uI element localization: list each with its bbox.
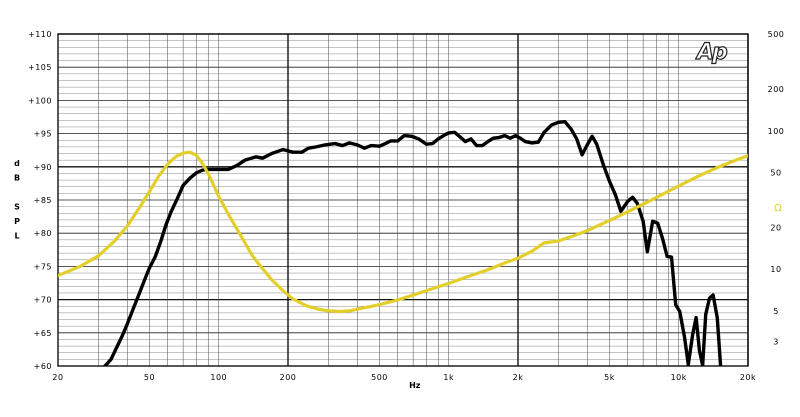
plot-frame bbox=[57, 33, 749, 367]
x-tick-label: 2k bbox=[513, 373, 524, 382]
x-tick-label: 100 bbox=[210, 373, 227, 382]
x-tick-label: 200 bbox=[280, 373, 297, 382]
y-tick-label: +70 bbox=[34, 296, 52, 305]
y-tick-label: +85 bbox=[34, 196, 52, 205]
y-tick-label: +105 bbox=[28, 63, 52, 72]
x-tick-label: 10k bbox=[671, 373, 687, 382]
y-axis-label-char: P bbox=[14, 217, 20, 226]
y-tick-label: +80 bbox=[34, 229, 52, 238]
x-tick-label: 20k bbox=[740, 373, 756, 382]
x-tick-label: 20 bbox=[52, 373, 63, 382]
ap-logo: Ap bbox=[695, 40, 727, 65]
y-tick-label: +110 bbox=[28, 30, 52, 39]
spl-curve bbox=[103, 119, 723, 366]
x-tick-label: 1k bbox=[443, 373, 454, 382]
y-tick-label: +95 bbox=[34, 130, 52, 139]
y2-tick-label: 100 bbox=[768, 127, 785, 136]
x-axis-label: Hz bbox=[409, 381, 421, 390]
y2-tick-label: 5 bbox=[773, 307, 779, 316]
y-axis-label-char: d bbox=[14, 159, 20, 168]
tick-labels: +60 +65 +70 +75 +80 +85 +90 +95 +100 +105 +110 3 5 10… bbox=[28, 30, 784, 382]
series-layer bbox=[58, 119, 748, 366]
y2-tick-label: 3 bbox=[773, 338, 779, 347]
impedance-curve bbox=[58, 150, 748, 314]
x-tick-label: 500 bbox=[371, 373, 388, 382]
y-tick-label: +60 bbox=[34, 362, 52, 371]
y-tick-label: +65 bbox=[34, 329, 52, 338]
y2-tick-label: 50 bbox=[770, 168, 781, 177]
y2-tick-label: 500 bbox=[768, 30, 785, 39]
y2-tick-label: 20 bbox=[770, 224, 781, 233]
y-tick-label: +90 bbox=[34, 163, 52, 172]
y2-tick-label: 10 bbox=[770, 265, 781, 274]
y2-axis-label: Ω bbox=[774, 203, 782, 214]
y-axis-label-char: B bbox=[14, 174, 20, 183]
x-tick-label: 5k bbox=[604, 373, 615, 382]
grid bbox=[57, 33, 749, 367]
y-axis-label-char: S bbox=[14, 203, 20, 212]
x-tick-label: 50 bbox=[144, 373, 155, 382]
y-tick-label: +100 bbox=[28, 96, 52, 105]
axis-labels: Hz dB SPL Ω bbox=[14, 159, 782, 390]
y2-tick-label: 200 bbox=[768, 85, 785, 94]
y-axis-label-char: L bbox=[14, 232, 19, 241]
y-tick-label: +75 bbox=[34, 262, 52, 271]
